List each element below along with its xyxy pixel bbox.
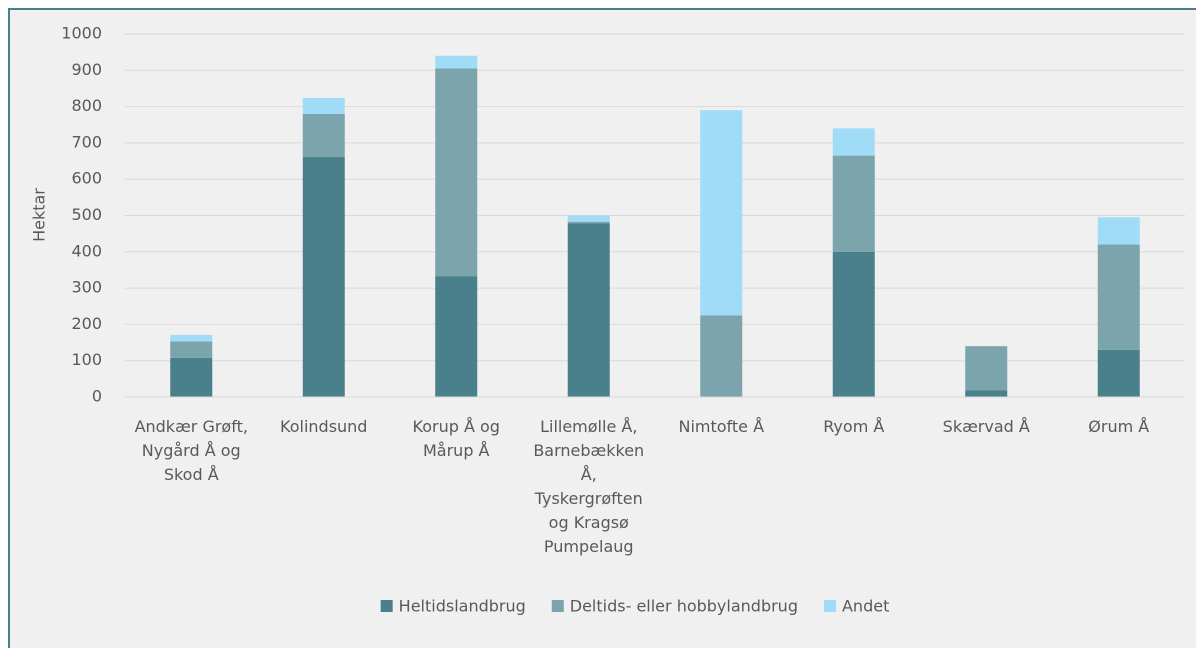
bar-segment [435,276,478,397]
bar-segment [567,221,610,224]
bar-segment [1097,349,1140,397]
y-tick-label: 0 [92,387,102,406]
chart: Hektar 0 100 200 300 400 500 600 700 800 900 1000 H… [30,24,1185,616]
bar-segment [302,97,345,114]
legend-label: Deltids- eller hobbylandbrug [570,597,798,616]
bar-segment [302,113,345,158]
y-axis-title: Hektar [30,188,49,242]
y-tick-label: 900 [71,60,102,79]
bar-segment [435,55,478,69]
y-tick-label: 300 [71,278,102,297]
x-tick-label: Nimtofte Å [678,417,765,436]
y-tick-label: 1000 [61,24,102,43]
y-tick-label: 200 [71,314,102,333]
bar-segment [965,346,1008,391]
legend-swatch [823,600,836,612]
legend-label: Andet [842,597,889,616]
x-tick-label: Kolindsund [280,417,368,436]
bar-segment [170,334,213,342]
bar-segment [567,223,610,397]
y-tick-label: 100 [71,350,102,369]
bar-segment [302,157,345,397]
x-tick-label: Ørum Å [1088,417,1150,436]
legend-swatch [551,600,564,612]
bar-segment [1097,244,1140,350]
y-tick-label: 500 [71,205,102,224]
y-tick-label: 600 [71,169,102,188]
x-tick-label: Ryom Å [823,417,885,436]
bar-segment [965,390,1008,397]
bar-segment [832,251,875,397]
page: Hektar 0 100 200 300 400 500 600 700 800 900 1000 H… [8,8,1196,648]
bar-segment [700,315,743,397]
bar-segment [832,128,875,156]
x-tick-label: Korup Å og Mårup Å [412,417,500,460]
bar-segment [435,68,478,277]
bar-segment [700,110,743,316]
bar-segment [1097,217,1140,245]
bar-segment [170,341,213,358]
bar-segment [170,357,213,397]
legend-label: Heltidslandbrug [399,597,526,616]
bar-segment [832,155,875,252]
bar-segment [567,215,610,222]
y-tick-label: 400 [71,241,102,260]
y-tick-label: 800 [71,96,102,115]
x-tick-label: Andkær Grøft, Nygård Å og Skod Å [134,417,248,484]
legend-swatch [380,600,393,612]
x-tick-label: Lillemølle Å, Barnebækken Å, Tyskergrøft… [533,417,645,556]
y-tick-label: 700 [71,132,102,151]
x-tick-label: Skærvad Å [942,417,1030,436]
